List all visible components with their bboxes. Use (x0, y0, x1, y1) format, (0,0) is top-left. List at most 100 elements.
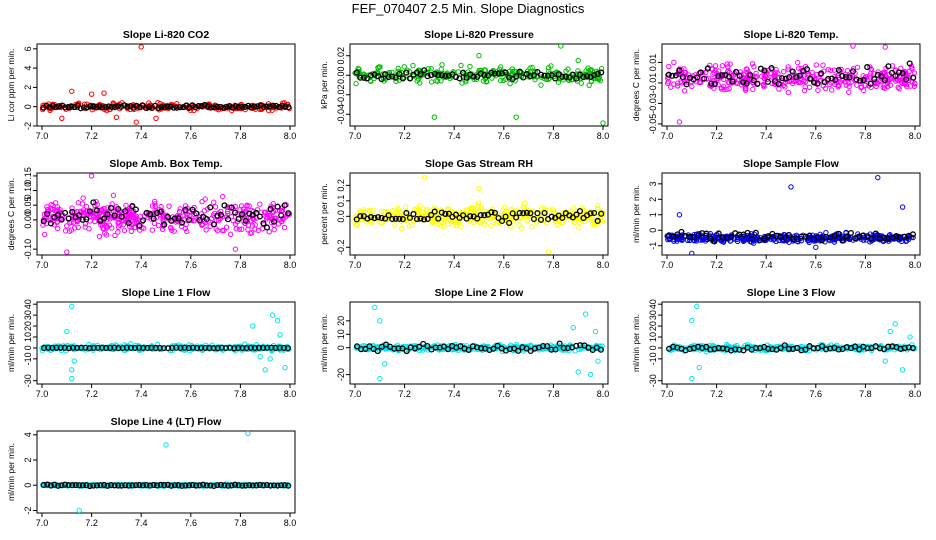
reference-point (253, 209, 260, 217)
reference-point (460, 212, 467, 219)
reference-point (843, 233, 850, 240)
data-point (671, 81, 677, 87)
outlier-point (282, 364, 288, 371)
y-axis-label: ml/min per min. (6, 314, 16, 372)
reference-point (395, 345, 402, 352)
data-point (112, 232, 118, 239)
outlier-point (232, 246, 239, 252)
reference-point (750, 77, 757, 84)
reference-point (260, 344, 267, 351)
data-point (152, 203, 158, 210)
reference-point (278, 212, 285, 219)
data-point (500, 77, 506, 84)
x-tick-label: 7.6 (498, 389, 511, 399)
data-point (395, 207, 402, 213)
reference-point (810, 345, 817, 352)
data-point (64, 223, 70, 229)
y-tick-label: 10 (23, 332, 33, 342)
x-tick-label: 8.0 (909, 389, 922, 399)
reference-point (164, 213, 171, 220)
y-tick-label: 30 (648, 310, 658, 320)
reference-point (391, 345, 398, 352)
outlier-point (689, 317, 695, 324)
chart-title: Slope Amb. Box Temp. (109, 158, 222, 170)
reference-point (747, 72, 754, 79)
reference-point (452, 73, 460, 81)
reference-point (849, 68, 857, 75)
reference-point (440, 343, 447, 350)
y-tick-label: 2 (23, 85, 33, 90)
data-point (177, 206, 183, 212)
reference-point (417, 215, 424, 222)
outlier-point (377, 375, 383, 382)
reference-point (97, 482, 104, 489)
reference-point (232, 103, 239, 110)
reference-point (417, 71, 424, 78)
reference-point (276, 344, 283, 351)
outlier-point (545, 249, 552, 255)
reference-point (100, 481, 108, 489)
data-point (96, 233, 103, 240)
reference-point (354, 343, 361, 350)
reference-point (104, 211, 111, 218)
data-point (843, 82, 849, 88)
data-point (47, 107, 53, 114)
data-point (176, 208, 183, 215)
data-point (458, 223, 464, 230)
reference-point (403, 69, 410, 76)
y-tick-label: 40 (23, 299, 33, 309)
reference-point (442, 210, 449, 217)
reference-point (374, 214, 382, 221)
reference-point (679, 74, 686, 81)
reference-point (676, 67, 683, 74)
data-point (83, 203, 90, 210)
data-point (439, 62, 445, 68)
y-tick-label: -30 (648, 374, 658, 387)
reference-point (598, 210, 605, 217)
outlier-point (69, 375, 75, 382)
data-point (441, 224, 447, 230)
outlier-point (88, 91, 95, 97)
reference-point (857, 77, 864, 84)
reference-point (206, 344, 213, 352)
reference-point (364, 75, 371, 82)
chart-title: Slope Line 1 Flow (122, 287, 212, 299)
reference-point (506, 219, 513, 226)
outlier-point (69, 88, 75, 94)
reference-point (839, 72, 846, 80)
reference-point (396, 70, 403, 77)
reference-point (867, 80, 874, 87)
reference-point (129, 482, 136, 489)
reference-point (818, 343, 826, 350)
data-point (369, 342, 376, 349)
reference-point (484, 72, 491, 79)
outlier-point (133, 119, 139, 125)
data-point (232, 203, 238, 210)
x-tick-label: 7.8 (859, 389, 872, 399)
data-point (525, 68, 531, 74)
reference-point (79, 482, 86, 489)
outlier-point (899, 367, 906, 373)
data-point (895, 84, 901, 90)
chart-panel-1: Slope Li-820 CO2 7.0 7.2 7.4 7.6 7.8 8.0 -2 0 2 4 6… (6, 29, 296, 141)
outlier-point (694, 303, 700, 310)
x-tick-label: 7.8 (547, 260, 560, 270)
reference-point (235, 482, 242, 489)
y-tick-label: 0 (23, 104, 33, 109)
data-point (239, 226, 245, 232)
reference-point (828, 75, 835, 82)
reference-point (729, 78, 736, 85)
reference-point (168, 482, 175, 489)
reference-point (53, 344, 60, 351)
reference-point (803, 66, 810, 73)
reference-point (157, 208, 164, 215)
reference-point (43, 102, 50, 109)
reference-point (167, 103, 174, 110)
y-tick-label: -0.02 (336, 85, 346, 106)
reference-point (374, 73, 382, 80)
reference-point (366, 343, 373, 350)
reference-point (285, 104, 292, 111)
x-tick-label: 7.2 (398, 389, 411, 399)
data-point (467, 63, 473, 70)
reference-point (161, 482, 168, 489)
